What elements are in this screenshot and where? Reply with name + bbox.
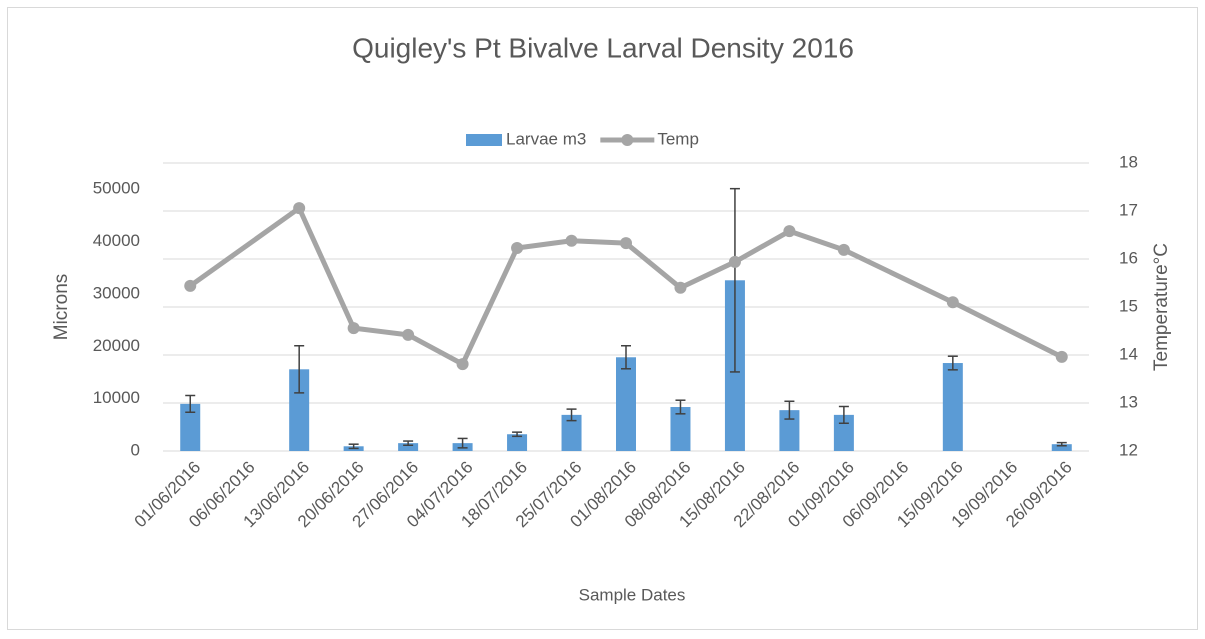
error-bar: [675, 399, 686, 415]
error-bar: [729, 187, 740, 373]
error-bar: [621, 344, 631, 370]
error-bar: [1056, 441, 1067, 447]
line-marker: [511, 241, 524, 254]
line-marker: [184, 279, 197, 292]
bar: [561, 414, 582, 451]
y2-tick-label: 17: [1119, 200, 1138, 219]
error-bar: [294, 344, 305, 394]
y2-axis-title: Temperature°C: [1151, 243, 1172, 371]
bar: [1051, 444, 1072, 451]
legend-swatch: [466, 134, 502, 146]
error-bar: [838, 405, 849, 424]
line: [188, 205, 1063, 367]
bar: [616, 357, 636, 451]
y-tick-label: 10000: [93, 388, 140, 407]
bar: [289, 369, 310, 451]
bar: [670, 407, 691, 451]
line-marker: [620, 237, 632, 250]
line-marker: [946, 296, 959, 309]
y-tick-label: 20000: [93, 336, 140, 355]
y2-tick-label: 12: [1119, 440, 1138, 459]
line-marker: [674, 281, 687, 294]
chart-border: [7, 7, 1198, 630]
line-marker: [347, 322, 360, 335]
error-bar: [185, 394, 196, 414]
y-axis-title: Microns: [51, 274, 72, 341]
y-tick-label: 50000: [93, 179, 140, 198]
y-tick-label: 40000: [93, 231, 140, 250]
error-bar: [784, 400, 795, 420]
line-marker: [1055, 350, 1068, 363]
y2-tick-label: 16: [1119, 248, 1138, 267]
line-marker: [456, 358, 469, 371]
bar: [398, 443, 419, 451]
error-bar: [512, 431, 523, 438]
legend-label: Larvae m3: [506, 129, 586, 148]
error-bar: [457, 437, 468, 449]
line-marker: [728, 255, 741, 268]
y2-tick-label: 14: [1119, 344, 1138, 363]
x-axis-title: Sample Dates: [579, 585, 686, 604]
y-tick-label: 0: [131, 440, 140, 459]
line-marker: [837, 243, 850, 256]
line-marker: [402, 328, 415, 341]
bar: [779, 410, 800, 451]
bar: [942, 363, 963, 451]
line-marker: [565, 234, 578, 247]
error-bar: [566, 408, 577, 422]
y2-tick-label: 18: [1119, 152, 1138, 171]
bar: [507, 434, 528, 451]
y2-tick-label: 15: [1119, 296, 1138, 315]
legend-swatch-marker: [621, 134, 634, 146]
error-bar: [403, 440, 414, 446]
line-marker: [783, 225, 796, 238]
y-tick-label: 30000: [93, 283, 140, 302]
chart-title: Quigley's Pt Bivalve Larval Density 2016: [352, 32, 854, 63]
legend-label: Temp: [657, 129, 699, 148]
error-bar: [348, 443, 359, 450]
line-marker: [293, 202, 306, 215]
y2-tick-label: 13: [1119, 392, 1138, 411]
error-bar: [947, 355, 958, 371]
bar: [180, 403, 201, 451]
